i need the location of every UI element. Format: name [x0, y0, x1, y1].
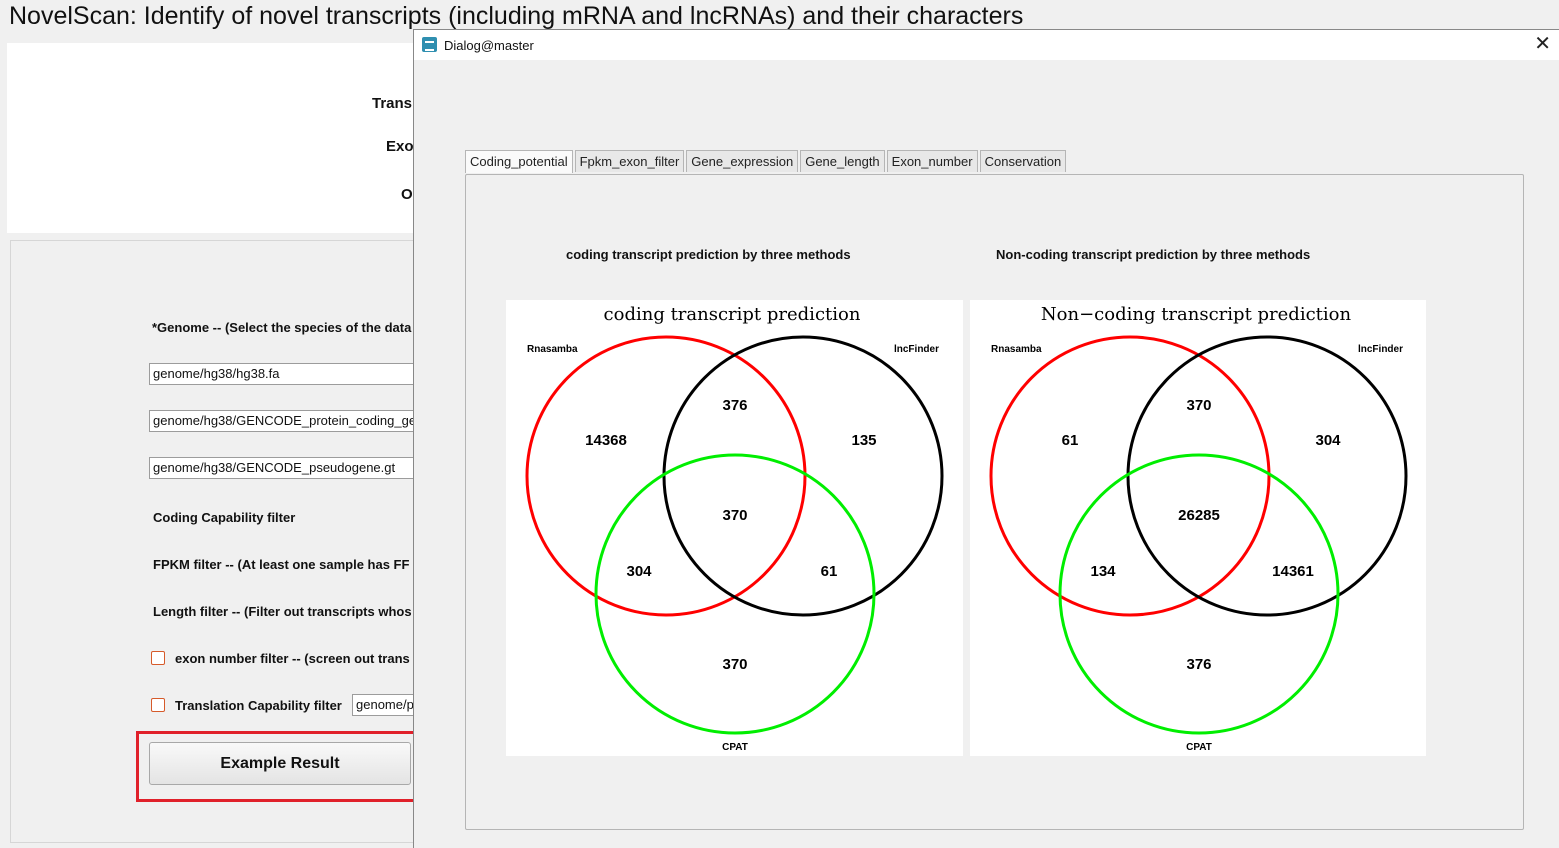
tab-gene-expression[interactable]: Gene_expression [686, 150, 799, 172]
tab-exon-number[interactable]: Exon_number [886, 150, 978, 172]
gencode-coding-field[interactable]: genome/hg38/GENCODE_protein_coding_ge [149, 410, 415, 432]
genome-fa-field[interactable]: genome/hg38/hg38.fa [149, 363, 415, 385]
venn-set-label-lncfinder: lncFinder [1358, 344, 1403, 355]
venn-circle-cpat [1058, 453, 1340, 735]
venn-region-rnasamba-lncfinder: 370 [1186, 397, 1211, 414]
venn-circle-lncfinder [1126, 335, 1408, 617]
venn-circle-rnasamba [989, 335, 1271, 617]
coding-capability-label: Coding Capability filter [153, 510, 296, 525]
app-title: NovelScan: Identify of novel transcripts… [9, 2, 1024, 30]
tab-conservation[interactable]: Conservation [979, 150, 1067, 172]
noncoding-caption: Non-coding transcript prediction by thre… [996, 247, 1311, 262]
example-result-button[interactable]: Example Result [149, 742, 411, 785]
dialog-titlebar[interactable]: Dialog@master ✕ [414, 30, 1559, 60]
app-icon [422, 37, 437, 52]
venn-circle-lncfinder [662, 335, 944, 617]
venn-title: Non−coding transcript prediction [1041, 304, 1352, 325]
header-label-transcripts: Trans [372, 95, 413, 112]
coding-venn-chart: coding transcript prediction Rnasamba lncF… [506, 300, 963, 756]
venn-region-rnasamba-only: 14368 [585, 432, 627, 449]
venn-region-lncfinder-cpat: 14361 [1272, 563, 1314, 580]
tab-gene-length[interactable]: Gene_length [800, 150, 885, 172]
genome-label: *Genome -- (Select the species of the da… [152, 320, 412, 335]
venn-set-label-rnasamba: Rnasamba [991, 344, 1042, 355]
venn-title: coding transcript prediction [604, 304, 861, 325]
highlight-box [136, 731, 425, 802]
venn-region-lncfinder-only: 135 [851, 432, 876, 449]
translation-checkbox[interactable] [151, 698, 165, 712]
length-filter-label: Length filter -- (Filter out transcripts… [153, 604, 412, 619]
header-label-other: O [401, 186, 413, 203]
venn-region-lncfinder-cpat: 61 [821, 563, 838, 580]
tab-bar: Coding_potential Fpkm_exon_filter Gene_e… [465, 150, 1068, 173]
tab-coding-potential[interactable]: Coding_potential [465, 150, 573, 173]
venn-region-rnasamba-lncfinder: 376 [722, 397, 747, 414]
tab-fpkm-exon-filter[interactable]: Fpkm_exon_filter [574, 150, 685, 172]
venn-region-rnasamba-cpat: 304 [626, 563, 652, 580]
exon-number-checkbox[interactable] [151, 651, 165, 665]
dialog-title: Dialog@master [444, 38, 534, 53]
venn-circle-cpat [594, 453, 876, 735]
venn-set-label-rnasamba: Rnasamba [527, 344, 578, 355]
venn-set-label-cpat: CPAT [1186, 742, 1212, 753]
venn-set-label-lncfinder: lncFinder [894, 344, 939, 355]
close-icon[interactable]: ✕ [1534, 33, 1551, 55]
venn-region-cpat-only: 370 [722, 656, 747, 673]
header-label-exon: Exo [386, 138, 414, 155]
venn-region-all-three: 26285 [1178, 507, 1220, 524]
fpkm-filter-label: FPKM filter -- (At least one sample has … [153, 557, 410, 572]
venn-region-lncfinder-only: 304 [1315, 432, 1341, 449]
venn-set-label-cpat: CPAT [722, 742, 748, 753]
translation-label: Translation Capability filter [175, 698, 342, 713]
venn-region-rnasamba-cpat: 134 [1090, 563, 1116, 580]
venn-region-rnasamba-only: 61 [1062, 432, 1079, 449]
venn-region-cpat-only: 376 [1186, 656, 1211, 673]
translation-path-field[interactable]: genome/p [352, 694, 418, 716]
coding-caption: coding transcript prediction by three me… [566, 247, 851, 262]
venn-region-all-three: 370 [722, 507, 747, 524]
noncoding-venn-chart: Non−coding transcript prediction Rnasamba… [970, 300, 1426, 756]
exon-number-label: exon number filter -- (screen out trans [175, 651, 410, 666]
dialog-window: Dialog@master ✕ Coding_potential Fpkm_ex… [413, 29, 1559, 848]
gencode-pseudogene-field[interactable]: genome/hg38/GENCODE_pseudogene.gt [149, 457, 415, 479]
noncoding-venn-svg: Non−coding transcript prediction Rnasamba… [989, 304, 1408, 753]
venn-circle-rnasamba [525, 335, 807, 617]
coding-venn-svg: coding transcript prediction Rnasamba lncF… [525, 304, 944, 753]
header-panel: Trans Exo O [7, 43, 417, 233]
